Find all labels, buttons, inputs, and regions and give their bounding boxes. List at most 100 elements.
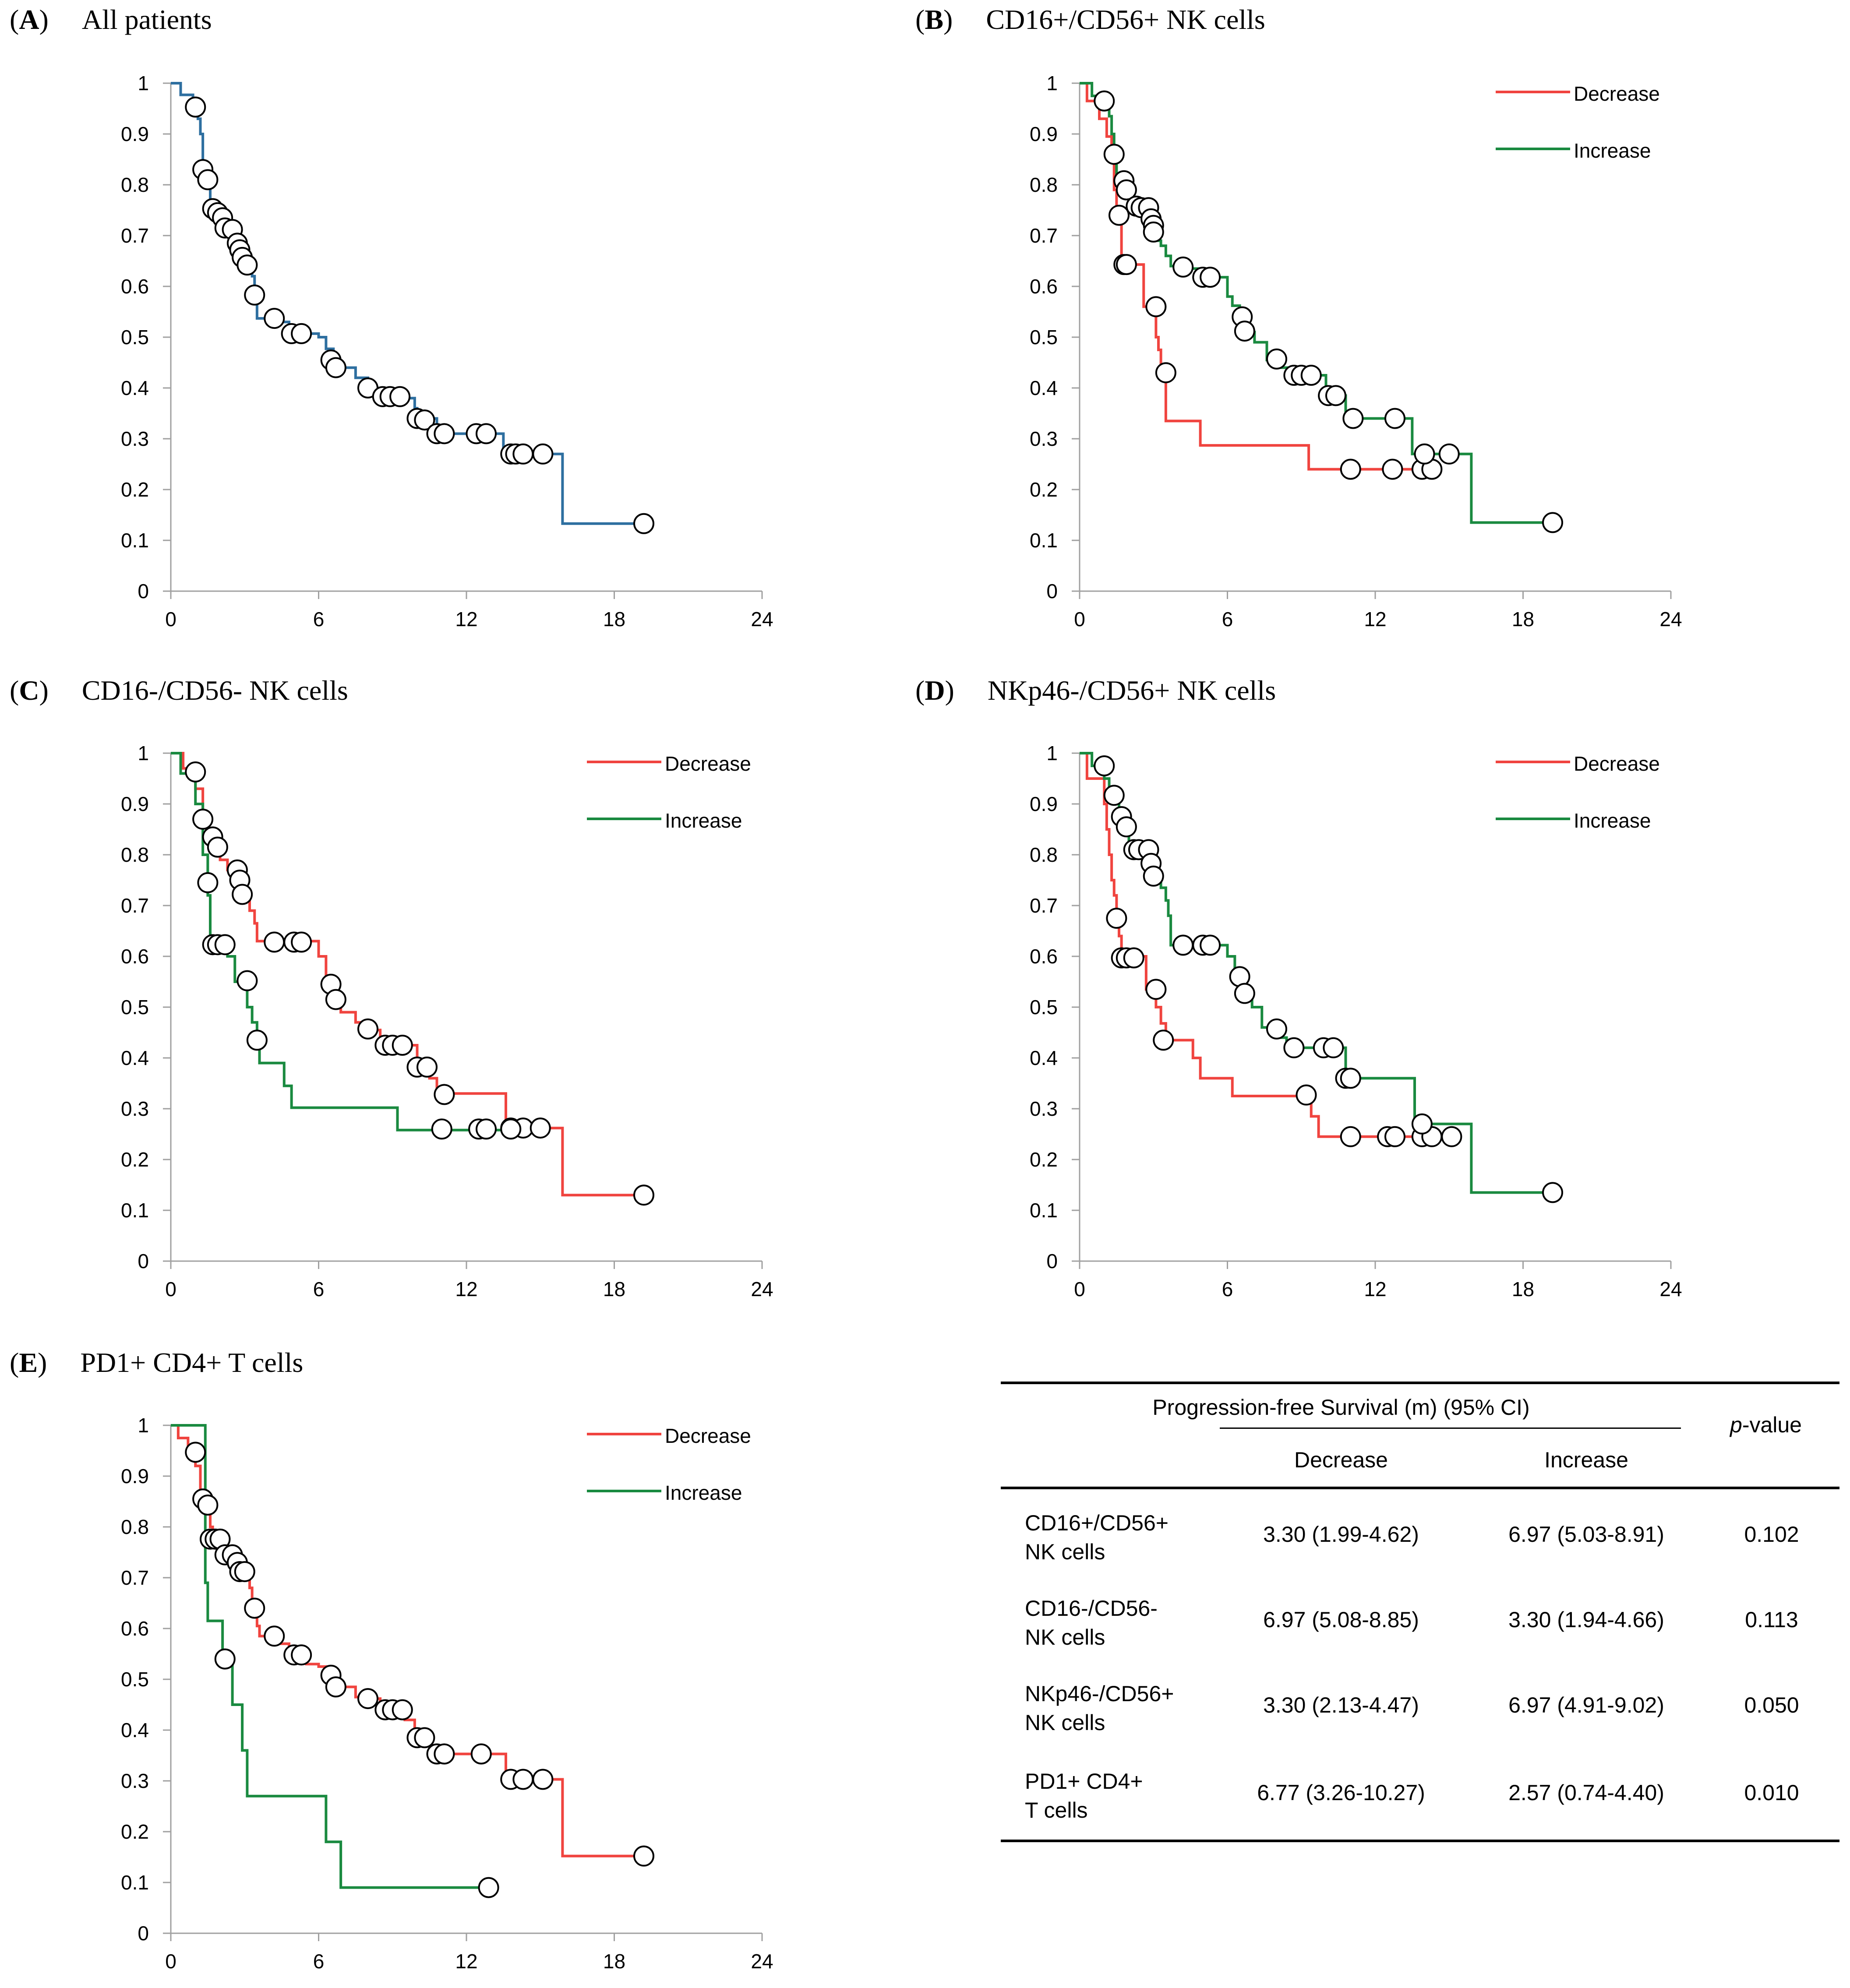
y-tick-label: 0.7 bbox=[121, 894, 149, 917]
y-tick-label: 0.7 bbox=[1030, 224, 1058, 247]
panel-e-title: (E) PD1+ CD4+ T cells bbox=[10, 1347, 304, 1378]
censor-mark-all-patients bbox=[264, 308, 285, 329]
censor-mark-decrease bbox=[1340, 1126, 1361, 1147]
censor-mark-all-patients bbox=[325, 357, 346, 378]
censor-mark-decrease bbox=[434, 1743, 455, 1765]
censor-mark-increase bbox=[1200, 267, 1221, 288]
censor-mark-increase bbox=[246, 1029, 268, 1051]
censor-mark-increase bbox=[214, 1648, 236, 1670]
censor-mark-decrease bbox=[192, 808, 214, 830]
legend-label-decrease: Decrease bbox=[665, 752, 751, 775]
y-tick-label: 0.8 bbox=[121, 1516, 149, 1538]
censor-mark-increase bbox=[476, 1118, 497, 1140]
y-tick-label: 1 bbox=[138, 1414, 149, 1437]
legend-label-increase: Increase bbox=[1574, 139, 1651, 162]
censor-mark-increase bbox=[1542, 1182, 1563, 1203]
x-tick-label: 18 bbox=[603, 608, 625, 631]
censor-mark-all-patients bbox=[414, 409, 435, 431]
panel-d-letter: D bbox=[925, 675, 945, 706]
panel-a-heading: All patients bbox=[81, 4, 212, 35]
censor-mark-all-patients bbox=[512, 443, 534, 465]
y-tick-label: 0.3 bbox=[121, 427, 149, 450]
censor-mark-all-patients bbox=[476, 423, 497, 444]
y-tick-label: 0.2 bbox=[1030, 1148, 1058, 1171]
pfs-summary-table: Progression-free Survival (m) (95% CI) p… bbox=[1001, 1382, 1839, 1842]
censor-mark-increase bbox=[1384, 408, 1405, 429]
censor-mark-increase bbox=[1325, 385, 1346, 406]
censor-mark-increase bbox=[1143, 221, 1164, 243]
censor-mark-increase bbox=[1116, 816, 1137, 838]
y-tick-label: 0.5 bbox=[121, 1668, 149, 1691]
censor-mark-decrease bbox=[291, 931, 312, 953]
censor-mark-all-patients bbox=[532, 443, 554, 465]
censor-mark-increase bbox=[1340, 1068, 1361, 1089]
table-row-p: 0.010 bbox=[1744, 1780, 1799, 1805]
panel-e-letter: E bbox=[19, 1347, 38, 1378]
legend-label-decrease: Decrease bbox=[1574, 752, 1660, 775]
censor-mark-decrease bbox=[185, 761, 206, 783]
censor-mark-decrease bbox=[633, 1845, 654, 1867]
y-tick-label: 0.4 bbox=[121, 1047, 149, 1069]
table-row-increase: 6.97 (4.91-9.02) bbox=[1508, 1693, 1664, 1717]
x-tick-label: 18 bbox=[1512, 608, 1534, 631]
panel-d-title: (D) NKp46-/CD56+ NK cells bbox=[915, 675, 1276, 706]
censor-mark-decrease bbox=[1340, 458, 1361, 480]
censor-mark-decrease bbox=[197, 1495, 219, 1516]
censor-mark-decrease bbox=[530, 1117, 551, 1139]
panel-b-letter: B bbox=[925, 4, 943, 35]
censor-mark-all-patients bbox=[197, 169, 219, 190]
censor-mark-all-patients bbox=[237, 254, 258, 276]
censor-mark-decrease bbox=[470, 1743, 492, 1765]
x-tick-label: 0 bbox=[165, 1278, 177, 1301]
y-tick-label: 0 bbox=[1046, 1250, 1058, 1272]
censor-mark-increase bbox=[1143, 865, 1164, 887]
y-tick-label: 0.3 bbox=[121, 1097, 149, 1120]
censor-mark-decrease bbox=[532, 1769, 554, 1790]
censor-mark-increase bbox=[478, 1877, 499, 1898]
censor-mark-increase bbox=[1414, 443, 1435, 465]
censor-mark-all-patients bbox=[244, 284, 265, 306]
censor-mark-increase bbox=[1094, 755, 1115, 776]
x-tick-label: 12 bbox=[455, 1278, 477, 1301]
panel-c-heading: CD16-/CD56- NK cells bbox=[81, 675, 348, 706]
censor-mark-all-patients bbox=[389, 386, 411, 407]
censor-mark-decrease bbox=[185, 1442, 206, 1463]
chart-e: 0 0.1 0.2 0.3 0.4 0.5 0.6 0.7 0.8 0.9 1 0 6 12 18 24 Dec… bbox=[121, 1414, 773, 1973]
legend-label-increase: Increase bbox=[665, 1481, 742, 1504]
censor-mark-decrease bbox=[244, 1597, 265, 1619]
panel-c-title: (C) CD16-/CD56- NK cells bbox=[10, 675, 348, 706]
y-tick-label: 0.4 bbox=[121, 377, 149, 399]
table-row-label: CD16+/CD56+ NK cells bbox=[1025, 1511, 1169, 1564]
censor-mark-increase bbox=[1172, 256, 1194, 278]
censor-mark-increase bbox=[1300, 365, 1322, 386]
y-tick-label: 0.8 bbox=[121, 173, 149, 196]
censor-mark-all-patients bbox=[633, 513, 654, 534]
y-tick-label: 0.4 bbox=[121, 1719, 149, 1741]
x-tick-label: 6 bbox=[313, 1278, 325, 1301]
y-tick-label: 0.6 bbox=[121, 275, 149, 298]
censor-mark-decrease bbox=[1116, 254, 1137, 275]
y-tick-label: 0.3 bbox=[1030, 1097, 1058, 1120]
y-tick-label: 0.7 bbox=[121, 1566, 149, 1589]
y-tick-label: 1 bbox=[1046, 742, 1058, 765]
chart-d: 0 0.1 0.2 0.3 0.4 0.5 0.6 0.7 0.8 0.9 1 0 6 12 18 24 Dec… bbox=[1030, 742, 1682, 1301]
table-row-label: CD16-/CD56- NK cells bbox=[1025, 1596, 1158, 1650]
censor-mark-increase bbox=[1283, 1037, 1305, 1058]
y-tick-label: 0.9 bbox=[1030, 793, 1058, 815]
y-tick-label: 1 bbox=[138, 72, 149, 95]
censor-mark-increase bbox=[1094, 90, 1115, 112]
chart-a: 0 0.1 0.2 0.3 0.4 0.5 0.6 0.7 0.8 0.9 1 0 6 12 18 24 bbox=[121, 72, 773, 631]
legend-label-increase: Increase bbox=[665, 809, 742, 832]
table-bottom-rule bbox=[1001, 1840, 1839, 1842]
y-tick-label: 0.1 bbox=[1030, 1199, 1058, 1222]
y-tick-label: 0.5 bbox=[1030, 996, 1058, 1019]
x-tick-label: 0 bbox=[1074, 1278, 1085, 1301]
x-tick-label: 6 bbox=[313, 1950, 325, 1973]
y-tick-label: 0.9 bbox=[121, 793, 149, 815]
y-tick-label: 0.8 bbox=[121, 843, 149, 866]
censor-mark-all-patients bbox=[434, 423, 455, 444]
y-tick-label: 0.3 bbox=[1030, 427, 1058, 450]
x-tick-label: 24 bbox=[1659, 608, 1682, 631]
p-rest: -value bbox=[1742, 1413, 1802, 1437]
y-tick-label: 0.2 bbox=[121, 1820, 149, 1843]
